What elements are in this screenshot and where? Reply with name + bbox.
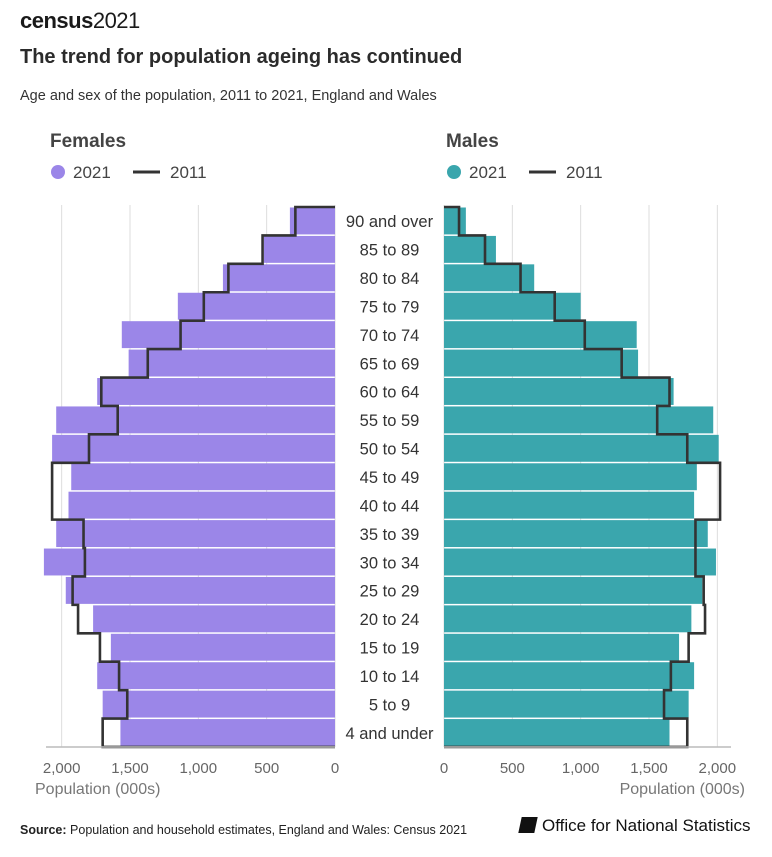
- females-x-tick-label: 2,000: [43, 760, 81, 777]
- males-bar-2021: [444, 434, 719, 462]
- age-group-label: 70 to 74: [360, 327, 420, 345]
- males-bar-2021: [444, 406, 714, 434]
- males-bar-2021: [444, 235, 496, 263]
- females-bar-2021: [65, 576, 336, 604]
- age-group-label: 55 to 59: [360, 412, 420, 430]
- females-bar-2021: [97, 662, 335, 690]
- females-bar-2021: [289, 207, 335, 235]
- age-group-label: 15 to 19: [360, 640, 420, 658]
- females-x-tick-label: 500: [254, 760, 279, 777]
- source-text: Population and household estimates, Engl…: [70, 823, 468, 837]
- age-group-label: 85 to 89: [360, 242, 420, 260]
- males-bar-2021: [444, 690, 689, 718]
- males-bar-2021: [444, 378, 674, 405]
- logo-brand: census: [20, 8, 93, 33]
- females-legend-2021-label: 2021: [73, 163, 111, 182]
- age-group-label: 80 to 84: [360, 270, 420, 288]
- females-x-axis-title: Population (000s): [35, 781, 160, 798]
- males-bar-2021: [444, 605, 692, 633]
- females-bar-2021: [68, 491, 335, 519]
- age-group-label: 90 and over: [346, 213, 434, 231]
- females-bar-2021: [121, 321, 335, 349]
- males-x-tick-label: 1,500: [630, 760, 668, 777]
- males-x-tick-label: 1,000: [562, 760, 600, 777]
- males-legend-2011-label: 2011: [566, 163, 603, 182]
- males-bar-2021: [444, 321, 637, 349]
- ons-watermark: Office for National Statistics: [518, 816, 751, 836]
- males-panel-title: Males: [446, 131, 499, 152]
- source-label: Source:: [20, 823, 67, 837]
- ons-watermark-text: Office for National Statistics: [542, 816, 751, 835]
- males-x-axis-title: Population (000s): [620, 781, 745, 798]
- females-panel-title: Females: [50, 131, 126, 152]
- females-x-tick-label: 0: [331, 760, 339, 777]
- females-bar-2021: [71, 463, 335, 491]
- females-bar-2021: [110, 633, 335, 661]
- males-bar-2021: [444, 719, 670, 746]
- males-legend-2021-swatch: [447, 165, 461, 179]
- males-x-tick-label: 500: [500, 760, 525, 777]
- males-bar-2021: [444, 349, 639, 377]
- females-bar-2021: [93, 605, 335, 633]
- females-bar-2021: [102, 690, 336, 718]
- age-group-label: 35 to 39: [360, 526, 420, 544]
- females-legend-2011-label: 2011: [170, 163, 207, 182]
- age-group-label: 75 to 79: [360, 298, 420, 316]
- males-x-tick-label: 2,000: [699, 760, 737, 777]
- population-pyramid-chart: Females Males 2021 2011 2021 2011 2,000 1,500 1,…: [35, 131, 745, 798]
- males-bar-2021: [444, 463, 697, 491]
- females-bar-2021: [56, 520, 335, 548]
- males-bar-2021: [444, 520, 708, 548]
- males-bar-2021: [444, 264, 535, 292]
- males-outline-2011: [444, 205, 722, 749]
- age-group-label: 60 to 64: [360, 384, 420, 402]
- source-note: Source: Population and household estimat…: [20, 823, 467, 837]
- age-group-label: 20 to 24: [360, 611, 420, 629]
- females-bar-2021: [177, 292, 335, 320]
- males-bar-2021: [444, 491, 695, 519]
- females-legend-2021-swatch: [51, 165, 65, 179]
- males-bar-2021: [444, 576, 703, 604]
- age-group-label: 45 to 49: [360, 469, 420, 487]
- females-bar-2021: [222, 264, 335, 292]
- males-bar-2021: [444, 662, 695, 690]
- males-x-tick-label: 0: [440, 760, 448, 777]
- males-bar-2021: [444, 207, 466, 235]
- females-bar-2021: [263, 235, 335, 263]
- age-group-label: 10 to 14: [360, 668, 420, 686]
- age-group-label: 30 to 34: [360, 554, 420, 572]
- females-x-tick-label: 1,000: [180, 760, 218, 777]
- age-group-label: 65 to 69: [360, 355, 420, 373]
- females-bar-2021: [120, 719, 335, 746]
- females-bar-2021: [43, 548, 336, 576]
- age-group-label: 50 to 54: [360, 441, 420, 459]
- males-bar-2021: [444, 292, 581, 320]
- age-group-label: 4 and under: [345, 725, 434, 743]
- chart-title: The trend for population ageing has cont…: [20, 46, 463, 68]
- females-bar-2021: [97, 378, 335, 405]
- females-outline-2011: [50, 205, 335, 749]
- age-group-label: 40 to 44: [360, 497, 420, 515]
- males-bar-2021: [444, 633, 680, 661]
- females-bar-2021: [52, 434, 335, 462]
- females-x-tick-label: 1,500: [111, 760, 149, 777]
- females-bar-2021: [56, 406, 335, 434]
- ons-logo-icon: [518, 817, 538, 833]
- age-group-label: 5 to 9: [369, 696, 410, 714]
- logo-year: 2021: [92, 8, 140, 33]
- chart-subtitle: Age and sex of the population, 2011 to 2…: [20, 88, 437, 104]
- females-bar-2021: [128, 349, 335, 377]
- age-group-label: 25 to 29: [360, 583, 420, 601]
- census-logo: census2021: [20, 8, 140, 34]
- males-legend-2021-label: 2021: [469, 163, 507, 182]
- males-bar-2021: [444, 548, 716, 576]
